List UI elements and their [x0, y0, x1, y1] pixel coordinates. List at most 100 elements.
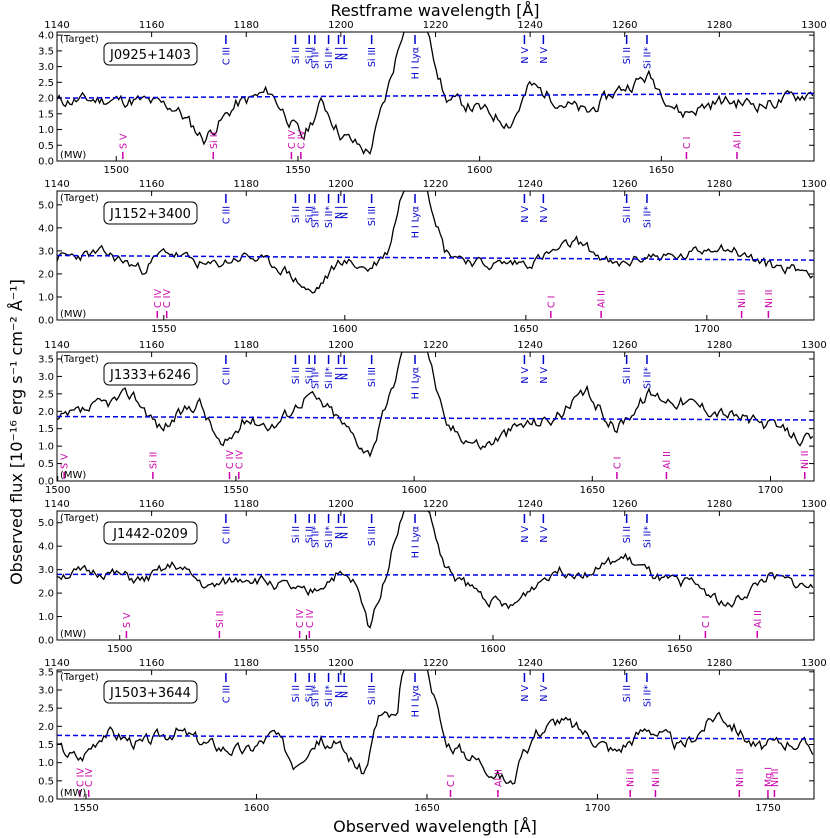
mw-line-label: C IV — [162, 289, 173, 308]
target-line-label: N V — [539, 46, 550, 63]
rest-tick-label: 1160 — [139, 340, 164, 351]
target-line-label: H I Lyα — [411, 206, 422, 238]
y-tick-label: 3.0 — [38, 565, 54, 576]
y-tick-label: 3.0 — [38, 685, 54, 696]
object-name-box — [103, 362, 198, 386]
rest-tick-label: 1240 — [517, 499, 542, 510]
target-line-label: Si II — [291, 47, 302, 64]
target-line-label: Si II* — [642, 367, 653, 389]
target-line-label: N V — [539, 525, 550, 542]
object-name: J1152+3400 — [109, 207, 191, 222]
target-label: (Target) — [60, 672, 99, 683]
target-line-label: N V — [520, 205, 531, 222]
spectrum-line — [57, 352, 814, 458]
target-line-label: C III — [221, 685, 232, 703]
target-line-label: Si II* — [324, 685, 335, 707]
target-line-label: Si II* — [324, 526, 335, 548]
target-line-label: N I — [334, 526, 345, 539]
rest-tick-label: 1260 — [612, 499, 637, 510]
target-line-label: N V — [539, 684, 550, 701]
target-line-label: Si II* — [642, 685, 653, 707]
obs-tick-label: 1650 — [580, 485, 605, 496]
y-tick-label: 3.0 — [38, 372, 54, 383]
target-line-label: Si II* — [642, 206, 653, 228]
target-line-label: Si II — [291, 206, 302, 223]
obs-tick-label: 1650 — [667, 644, 692, 655]
spectrum-line — [57, 511, 814, 629]
target-line-label: Si II — [305, 367, 316, 384]
y-tick-label: 1.0 — [38, 292, 54, 303]
rest-tick-label: 1260 — [612, 179, 637, 190]
rest-tick-label: 1220 — [423, 179, 448, 190]
y-tick-label: 2.0 — [38, 94, 54, 105]
panels-group: 1140 1160 1180 1200 1220 1240 1260 1280 1300 1500… — [38, 20, 827, 814]
y-tick-label: 2.5 — [38, 704, 54, 715]
mw-line-label: Al II — [493, 769, 504, 787]
y-tick-label: 3.0 — [38, 246, 54, 257]
rest-tick-label: 1300 — [801, 179, 826, 190]
continuum-line — [56, 415, 815, 421]
y-tick-label: 1.0 — [38, 612, 54, 623]
mw-line-label: C IV — [84, 768, 95, 787]
target-line-label: Si II* — [642, 526, 653, 548]
y-tick-label: 0.5 — [38, 141, 54, 152]
mw-line-label: C IV — [305, 609, 316, 628]
y-tick-label: 2.0 — [38, 722, 54, 733]
mw-label: (MW) — [60, 470, 86, 481]
target-line-label: N I — [340, 685, 351, 698]
rest-tick-label: 1140 — [44, 340, 69, 351]
obs-tick-label: 1600 — [244, 803, 269, 814]
mw-label: (MW) — [60, 788, 86, 799]
target-line-label: N I — [340, 47, 351, 60]
rest-tick-label: 1260 — [612, 340, 637, 351]
rest-tick-label: 1240 — [517, 340, 542, 351]
obs-tick-label: 1550 — [223, 485, 248, 496]
rest-tick-label: 1180 — [234, 499, 259, 510]
mw-line-label: C IV — [287, 130, 298, 149]
rest-tick-label: 1300 — [801, 20, 826, 31]
mw-line-label: C I — [701, 616, 712, 628]
y-tick-label: 1.0 — [38, 442, 54, 453]
obs-tick-label: 1700 — [694, 324, 719, 335]
target-line-label: Si II* — [324, 47, 335, 69]
top-axis-title: Restframe wavelength [Å] — [330, 1, 539, 20]
mw-line-label: C IV — [296, 130, 307, 149]
target-line-label: Si II — [291, 685, 302, 702]
target-line-label: N V — [520, 684, 531, 701]
mw-line-label: Ni II — [737, 290, 748, 308]
object-name-box — [103, 42, 198, 66]
rest-tick-label: 1200 — [328, 179, 353, 190]
rest-tick-label: 1140 — [44, 658, 69, 669]
mw-line-label: Ni II — [800, 451, 811, 469]
obs-tick-label: 1500 — [104, 165, 129, 176]
object-name: J1503+3644 — [109, 686, 191, 701]
mw-line-label: Al II — [662, 451, 673, 469]
mw-line-label: Ni II — [764, 290, 775, 308]
rest-tick-label: 1280 — [707, 340, 732, 351]
y-tick-label: 0.0 — [38, 636, 54, 647]
panel-4: 1140 1160 1180 1200 1220 1240 1260 1280 1300 1550… — [38, 658, 827, 814]
y-tick-label: 1.5 — [38, 424, 54, 435]
object-name: J1442-0209 — [112, 527, 188, 542]
rest-tick-label: 1180 — [234, 340, 259, 351]
y-tick-label: 1.5 — [38, 109, 54, 120]
mw-line-label: Mg I — [763, 767, 774, 787]
panel-3: 1140 1160 1180 1200 1220 1240 1260 1280 1300 1500… — [38, 499, 827, 655]
mw-line-label: C I — [546, 296, 557, 308]
panel-2: 1140 1160 1180 1200 1220 1240 1260 1280 1300 1500… — [38, 340, 827, 496]
target-line-label: Si III — [367, 206, 378, 226]
obs-tick-label: 1750 — [755, 803, 780, 814]
rest-tick-label: 1300 — [801, 658, 826, 669]
y-tick-label: 2.0 — [38, 269, 54, 280]
mw-line-label: Ni II — [770, 769, 781, 787]
mw-line-label: Si II — [215, 611, 226, 628]
y-tick-label: 3.0 — [38, 62, 54, 73]
target-line-label: N I — [334, 206, 345, 219]
rest-tick-label: 1160 — [139, 179, 164, 190]
obs-tick-label: 1550 — [151, 324, 176, 335]
object-name-box — [103, 680, 198, 704]
target-line-label: N V — [520, 366, 531, 383]
bottom-axis-title: Observed wavelength [Å] — [333, 817, 537, 836]
mw-line-label: C I — [446, 775, 457, 787]
mw-line-label: Ni II — [651, 769, 662, 787]
